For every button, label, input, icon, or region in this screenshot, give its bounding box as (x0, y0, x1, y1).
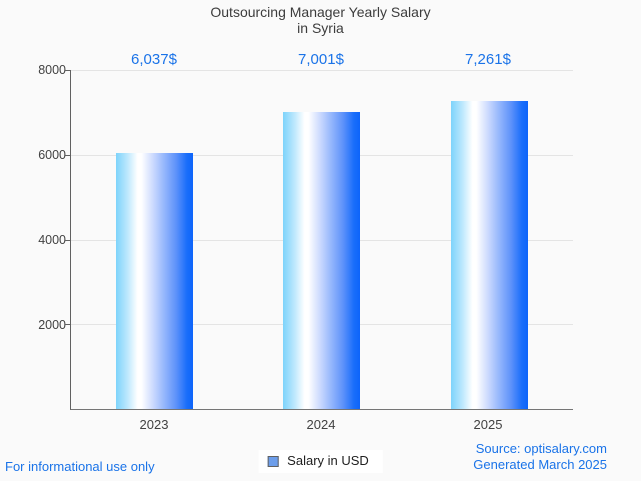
chart-title-line2: in Syria (297, 20, 344, 36)
value-label-2024: 7,001$ (298, 51, 344, 68)
x-tick-label-2025: 2025 (473, 417, 503, 432)
generated-line: Generated March 2025 (473, 457, 607, 472)
bar-2024 (283, 112, 360, 409)
y-tick-label-4000: 4000 (38, 233, 66, 247)
legend-marker-icon (267, 455, 279, 467)
gridline-8000 (71, 70, 573, 71)
disclaimer-text: For informational use only (5, 459, 155, 474)
y-tick-label-8000: 8000 (38, 63, 66, 77)
legend-label: Salary in USD (287, 453, 369, 468)
y-axis-tick-2000 (65, 324, 71, 326)
y-axis-tick-4000 (65, 239, 71, 241)
legend: Salary in USD (258, 450, 383, 473)
plot-area (65, 70, 573, 410)
value-label-2025: 7,261$ (465, 51, 511, 68)
y-tick-label-2000: 2000 (38, 318, 66, 332)
chart-title: Outsourcing Manager Yearly Salary in Syr… (0, 4, 641, 36)
value-label-2023: 6,037$ (131, 51, 177, 68)
y-axis-tick-6000 (65, 154, 71, 156)
source-note: Source: optisalary.com Generated March 2… (473, 441, 607, 473)
bar-2025 (451, 101, 528, 409)
x-tick-label-2023: 2023 (139, 417, 169, 432)
y-axis-tick-8000 (65, 70, 71, 71)
source-line: Source: optisalary.com (475, 441, 607, 456)
y-tick-label-6000: 6000 (38, 148, 66, 162)
x-tick-label-2024: 2024 (306, 417, 336, 432)
bar-2023 (116, 153, 193, 409)
chart-title-line1: Outsourcing Manager Yearly Salary (210, 4, 431, 20)
